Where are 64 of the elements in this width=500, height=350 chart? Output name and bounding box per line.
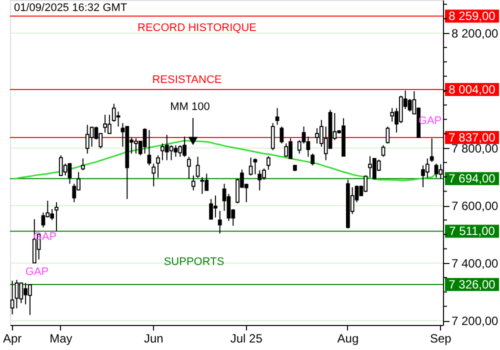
x-tick-label: Aug <box>337 332 359 346</box>
annotation: RECORD HISTORIQUE <box>138 22 256 34</box>
ref-line-label: 8 259,00 <box>448 9 496 24</box>
ref-line-label: 7 326,00 <box>448 277 496 292</box>
annotation: RESISTANCE <box>152 74 222 86</box>
y-tick-label: 7 200,00 <box>452 314 499 328</box>
candlestick <box>112 103 116 122</box>
candlestick <box>390 108 394 122</box>
candlestick <box>258 170 262 191</box>
candlestick <box>408 98 412 112</box>
candlestick <box>169 144 174 161</box>
candlestick <box>266 156 270 170</box>
candlestick <box>196 156 200 178</box>
x-tick-label: Sep <box>430 332 452 346</box>
candlestick <box>68 163 72 184</box>
candlestick <box>14 279 19 309</box>
x-tick-label: Jun <box>144 332 164 346</box>
candlestick <box>310 153 315 166</box>
candlestick <box>381 144 386 158</box>
annotation: MM 100 <box>170 101 210 113</box>
y-tick-label: 7 800,00 <box>452 142 499 156</box>
ref-line-label: 7 511,00 <box>449 224 496 238</box>
candlestick <box>10 280 14 315</box>
candlestick <box>284 143 288 158</box>
x-tick-label: May <box>50 332 72 346</box>
candlestick <box>54 202 58 232</box>
candlestick <box>280 126 284 144</box>
candlestick <box>152 163 156 187</box>
candlestick <box>41 212 46 228</box>
candlestick <box>275 108 280 126</box>
candlestick <box>270 122 275 151</box>
y-tick-label: 7 600,00 <box>452 199 499 214</box>
annotation: SUPPORTS <box>164 256 224 268</box>
candlestick <box>218 210 222 234</box>
candlestick <box>386 126 390 144</box>
ref-line-label: 7 694,00 <box>448 172 496 186</box>
y-tick-label: 8 200,00 <box>452 26 499 41</box>
candlestick <box>204 173 209 191</box>
candlestick <box>147 130 152 166</box>
y-tick-label: 7 400,00 <box>452 256 499 271</box>
ref-line-label: 7 837,00 <box>448 130 496 144</box>
candlestick <box>90 126 94 148</box>
candlestick <box>85 124 90 154</box>
candlestick <box>306 136 310 158</box>
candlestick <box>116 111 120 128</box>
candlestick <box>430 138 434 162</box>
annotation: 01/09/2025 16:32 GMT <box>14 2 128 14</box>
candlestick <box>142 128 147 154</box>
candlestick <box>81 158 85 171</box>
candlestick <box>364 174 368 193</box>
candlestick <box>253 158 258 175</box>
candlestick <box>191 174 196 191</box>
candlestick <box>58 154 63 176</box>
candlestick <box>19 282 24 304</box>
x-tick-label: Jul 25 <box>230 332 263 346</box>
candlestick <box>178 144 182 158</box>
ref-line-label: 8 004,00 <box>448 82 496 96</box>
candlestick <box>164 134 169 161</box>
annotation: GAP <box>25 266 49 278</box>
candlestick <box>248 157 253 176</box>
candlestick <box>174 144 178 158</box>
candlestick <box>156 154 160 178</box>
candlestick <box>187 156 191 180</box>
x-tick-label: Apr <box>2 332 22 346</box>
